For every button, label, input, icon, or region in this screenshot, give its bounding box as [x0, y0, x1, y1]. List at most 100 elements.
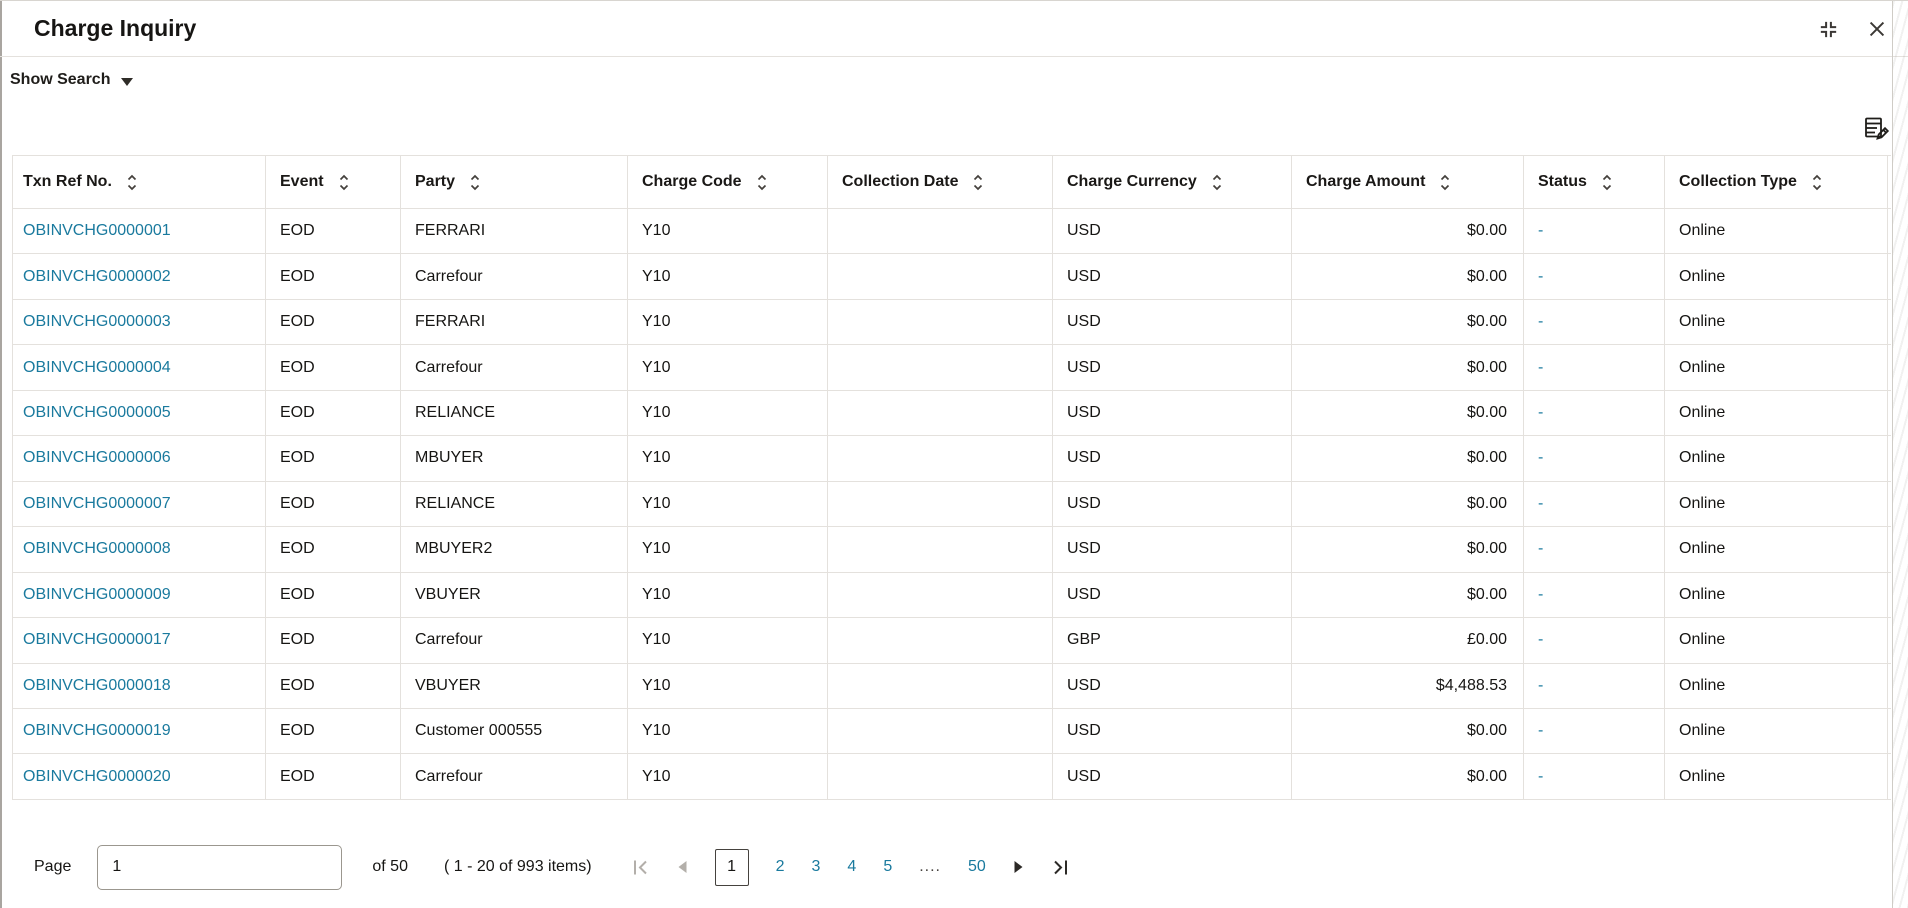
- cell-charge_code: Y10: [628, 299, 828, 345]
- cell-event: EOD: [266, 708, 401, 754]
- cell-status[interactable]: -: [1524, 708, 1665, 754]
- cell-charge_currency: USD: [1053, 481, 1292, 527]
- cell-txn_ref[interactable]: OBINVCHG0000008: [12, 527, 266, 572]
- sort-updown-icon: [1811, 173, 1823, 192]
- close-icon[interactable]: [1864, 16, 1890, 42]
- sort-updown-icon: [756, 173, 768, 192]
- page-label: Page: [34, 858, 72, 875]
- cell-charge_currency: USD: [1053, 254, 1292, 299]
- column-header-charge_amount[interactable]: Charge Amount: [1292, 156, 1524, 208]
- cell-status[interactable]: -: [1524, 209, 1665, 254]
- decorative-pattern: [1892, 1, 1908, 908]
- cell-charge_currency: USD: [1053, 299, 1292, 345]
- table-row: OBINVCHG0000017 EOD Carrefour Y10 GBP £0.00- O…: [12, 618, 1891, 664]
- cell-charge_code: Y10: [628, 708, 828, 754]
- column-label: Collection Type: [1679, 173, 1797, 190]
- cell-collection_date: [828, 754, 1053, 799]
- column-label: Event: [280, 173, 324, 190]
- cell-charge_amount: $0.00: [1292, 299, 1524, 345]
- cell-status[interactable]: -: [1524, 390, 1665, 436]
- cell-charge_amount: $0.00: [1292, 254, 1524, 299]
- column-header-charge_code[interactable]: Charge Code: [628, 156, 828, 208]
- cell-charge_code: Y10: [628, 209, 828, 254]
- cell-txn_ref[interactable]: OBINVCHG0000004: [12, 345, 266, 390]
- table-row: OBINVCHG0000009 EOD VBUYER Y10 USD $0.00- Onli…: [12, 572, 1891, 619]
- table-header-row: Txn Ref No. Event Party Charge Code Collecti…: [12, 155, 1891, 209]
- page-link-last[interactable]: 50: [968, 858, 986, 875]
- cell-txn_ref[interactable]: OBINVCHG0000005: [12, 390, 266, 436]
- cell-txn_ref[interactable]: OBINVCHG0000017: [12, 618, 266, 663]
- cell-txn_ref[interactable]: OBINVCHG0000002: [12, 254, 266, 299]
- cell-txn_ref[interactable]: OBINVCHG0000001: [12, 209, 266, 254]
- sort-updown-icon: [126, 173, 138, 192]
- column-header-status[interactable]: Status: [1524, 156, 1665, 208]
- column-label: Collection Date: [842, 173, 959, 190]
- cell-charge_amount: $0.00: [1292, 345, 1524, 390]
- column-header-party[interactable]: Party: [401, 156, 628, 208]
- cell-txn_ref[interactable]: OBINVCHG0000003: [12, 299, 266, 345]
- cell-event: EOD: [266, 481, 401, 527]
- cell-charge_amount: $0.00: [1292, 436, 1524, 481]
- column-header-collection_date[interactable]: Collection Date: [828, 156, 1053, 208]
- next-page-icon[interactable]: [1013, 860, 1024, 874]
- edit-table-icon[interactable]: [1862, 113, 1892, 146]
- cell-charge_currency: USD: [1053, 209, 1292, 254]
- page-link-3[interactable]: 3: [811, 858, 821, 875]
- cell-event: EOD: [266, 345, 401, 390]
- column-header-event[interactable]: Event: [266, 156, 401, 208]
- column-label: Txn Ref No.: [23, 173, 112, 190]
- cell-status[interactable]: -: [1524, 436, 1665, 481]
- page-link-5[interactable]: 5: [883, 858, 893, 875]
- cell-txn_ref[interactable]: OBINVCHG0000007: [12, 481, 266, 527]
- cell-status[interactable]: -: [1524, 663, 1665, 708]
- page-ellipsis: ....: [919, 858, 941, 875]
- cell-status[interactable]: -: [1524, 481, 1665, 527]
- cell-status[interactable]: -: [1524, 572, 1665, 618]
- last-page-icon[interactable]: [1051, 859, 1069, 876]
- sort-updown-icon: [972, 173, 984, 192]
- column-header-collection_type[interactable]: Collection Type: [1665, 156, 1888, 208]
- first-page-icon[interactable]: [632, 859, 650, 876]
- cell-charge_amount: $0.00: [1292, 481, 1524, 527]
- page-input[interactable]: [97, 844, 343, 890]
- cell-charge_amount: $0.00: [1292, 754, 1524, 799]
- cell-party: FERRARI: [401, 299, 628, 345]
- page-link-4[interactable]: 4: [847, 858, 857, 875]
- cell-charge_amount: £0.00: [1292, 618, 1524, 663]
- cell-txn_ref[interactable]: OBINVCHG0000006: [12, 436, 266, 481]
- show-search-label: Show Search: [10, 71, 111, 88]
- cell-event: EOD: [266, 436, 401, 481]
- page-title: Charge Inquiry: [34, 15, 197, 41]
- table-row: OBINVCHG0000019 EOD Customer 000555 Y10 USD $…: [12, 708, 1891, 755]
- show-search-toggle[interactable]: Show Search: [10, 71, 134, 89]
- cell-txn_ref[interactable]: OBINVCHG0000019: [12, 708, 266, 754]
- cell-status[interactable]: -: [1524, 754, 1665, 799]
- cell-event: EOD: [266, 618, 401, 663]
- previous-page-icon[interactable]: [677, 860, 688, 874]
- cell-txn_ref[interactable]: OBINVCHG0000018: [12, 663, 266, 708]
- pager: 1 2 3 4 5 .... 50: [632, 848, 1069, 886]
- cell-status[interactable]: -: [1524, 527, 1665, 572]
- cell-status[interactable]: -: [1524, 299, 1665, 345]
- cell-charge_code: Y10: [628, 390, 828, 436]
- cell-status[interactable]: -: [1524, 618, 1665, 663]
- cell-collection_type: Online: [1665, 527, 1888, 572]
- cell-status[interactable]: -: [1524, 254, 1665, 299]
- current-page[interactable]: 1: [714, 848, 749, 886]
- cell-txn_ref[interactable]: OBINVCHG0000020: [12, 754, 266, 799]
- cell-collection_type: Online: [1665, 436, 1888, 481]
- restore-window-icon[interactable]: [1815, 16, 1842, 43]
- cell-status[interactable]: -: [1524, 345, 1665, 390]
- cell-charge_code: Y10: [628, 345, 828, 390]
- column-header-charge_currency[interactable]: Charge Currency: [1053, 156, 1292, 208]
- table-row: OBINVCHG0000018 EOD VBUYER Y10 USD $4,488.53-…: [12, 663, 1891, 709]
- cell-collection_date: [828, 708, 1053, 754]
- window-controls: [1815, 1, 1890, 57]
- column-header-txn_ref[interactable]: Txn Ref No.: [12, 156, 266, 208]
- table-row: OBINVCHG0000007 EOD RELIANCE Y10 USD $0.00- On…: [12, 481, 1891, 528]
- cell-charge_amount: $0.00: [1292, 708, 1524, 754]
- page-link-2[interactable]: 2: [775, 858, 785, 875]
- cell-txn_ref[interactable]: OBINVCHG0000009: [12, 572, 266, 618]
- cell-charge_currency: USD: [1053, 754, 1292, 799]
